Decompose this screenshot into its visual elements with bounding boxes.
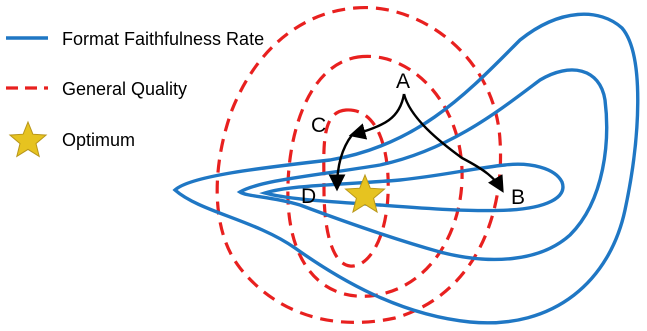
- legend-label-optimum: Optimum: [62, 130, 135, 150]
- quality-contour-outer: [215, 5, 503, 325]
- quality-contours: [215, 5, 503, 325]
- arrow-c-to-d: [328, 134, 353, 192]
- format-contour-outer: [172, 12, 640, 325]
- optimum-star-icon: [344, 173, 386, 214]
- point-label-a: A: [396, 70, 410, 93]
- quality-contour-inner: [322, 108, 390, 268]
- format-contour-inner: [259, 162, 565, 213]
- legend-star-icon: [8, 120, 48, 158]
- legend-item-optimum: Optimum: [8, 120, 135, 158]
- legend-item-format: Format Faithfulness Rate: [6, 29, 264, 49]
- format-contour-middle: [236, 68, 609, 262]
- legend: Format Faithfulness Rate General Quality…: [6, 29, 264, 158]
- point-label-b: B: [511, 186, 525, 209]
- arrows: [328, 93, 504, 193]
- point-label-d: D: [301, 185, 316, 208]
- point-label-c: C: [311, 114, 326, 137]
- legend-label-quality: General Quality: [62, 79, 187, 99]
- legend-label-format: Format Faithfulness Rate: [62, 29, 264, 49]
- arrow-a-to-c: [348, 93, 406, 140]
- legend-item-quality: General Quality: [6, 79, 187, 99]
- arrow-a-to-b: [402, 93, 504, 193]
- format-contours: [172, 12, 640, 325]
